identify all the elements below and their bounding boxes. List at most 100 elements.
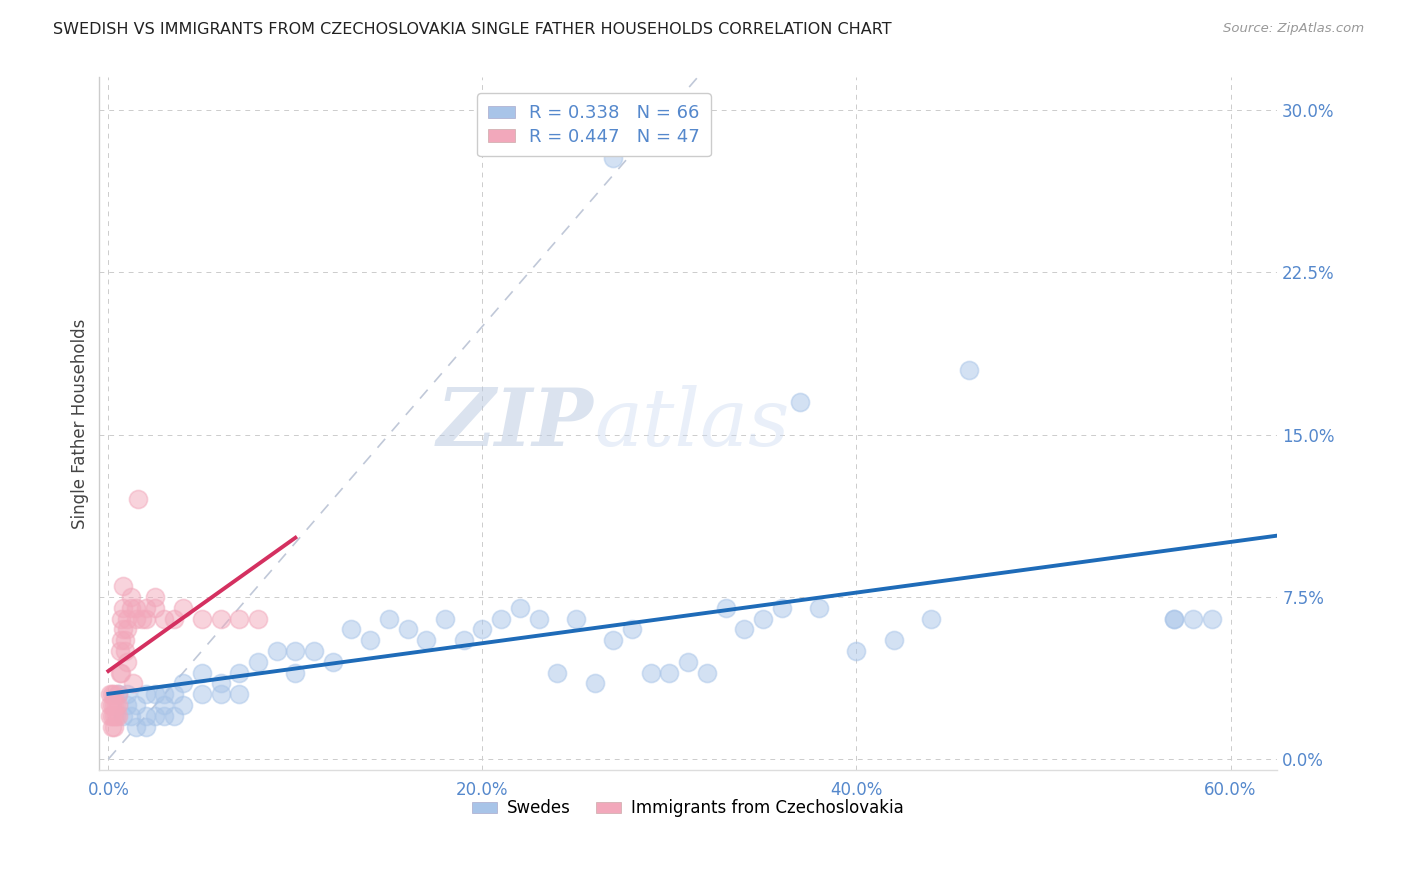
Point bbox=[135, 687, 157, 701]
Point bbox=[733, 623, 755, 637]
Point bbox=[135, 720, 157, 734]
Point bbox=[135, 709, 157, 723]
Point bbox=[98, 687, 121, 701]
Point bbox=[284, 665, 307, 680]
Point bbox=[163, 709, 186, 723]
Point bbox=[789, 395, 811, 409]
Point bbox=[489, 611, 512, 625]
Point bbox=[125, 698, 148, 712]
Point bbox=[98, 709, 121, 723]
Point bbox=[115, 687, 138, 701]
Point bbox=[112, 600, 135, 615]
Point bbox=[98, 698, 121, 712]
Point bbox=[115, 611, 138, 625]
Point bbox=[191, 687, 214, 701]
Point bbox=[125, 720, 148, 734]
Point bbox=[125, 600, 148, 615]
Point bbox=[112, 709, 135, 723]
Point bbox=[228, 687, 250, 701]
Point bbox=[752, 611, 775, 625]
Point bbox=[920, 611, 942, 625]
Point bbox=[101, 720, 124, 734]
Point bbox=[228, 611, 250, 625]
Point bbox=[583, 676, 606, 690]
Point bbox=[228, 665, 250, 680]
Point bbox=[266, 644, 288, 658]
Point bbox=[112, 579, 135, 593]
Point bbox=[883, 633, 905, 648]
Point bbox=[1201, 611, 1223, 625]
Point bbox=[714, 600, 737, 615]
Point bbox=[1163, 611, 1185, 625]
Point bbox=[107, 687, 129, 701]
Point bbox=[153, 709, 176, 723]
Text: atlas: atlas bbox=[593, 385, 789, 462]
Point bbox=[135, 611, 157, 625]
Point bbox=[302, 644, 325, 658]
Point bbox=[112, 623, 135, 637]
Point bbox=[110, 665, 132, 680]
Point bbox=[172, 698, 194, 712]
Point bbox=[127, 492, 149, 507]
Point bbox=[143, 687, 166, 701]
Point bbox=[107, 687, 129, 701]
Point bbox=[131, 611, 153, 625]
Point bbox=[957, 362, 980, 376]
Point bbox=[565, 611, 588, 625]
Point bbox=[125, 611, 148, 625]
Point bbox=[191, 611, 214, 625]
Text: Source: ZipAtlas.com: Source: ZipAtlas.com bbox=[1223, 22, 1364, 36]
Point bbox=[120, 590, 142, 604]
Point bbox=[640, 665, 662, 680]
Point bbox=[108, 644, 131, 658]
Point bbox=[104, 709, 127, 723]
Point bbox=[1182, 611, 1205, 625]
Point bbox=[527, 611, 550, 625]
Point bbox=[396, 623, 419, 637]
Legend: Swedes, Immigrants from Czechoslovakia: Swedes, Immigrants from Czechoslovakia bbox=[465, 793, 911, 824]
Point bbox=[602, 633, 624, 648]
Point bbox=[808, 600, 831, 615]
Point bbox=[246, 611, 269, 625]
Point bbox=[101, 698, 124, 712]
Point bbox=[104, 698, 127, 712]
Point bbox=[115, 698, 138, 712]
Point bbox=[108, 665, 131, 680]
Point bbox=[103, 709, 125, 723]
Point bbox=[209, 676, 232, 690]
Point bbox=[153, 611, 176, 625]
Point bbox=[284, 644, 307, 658]
Point bbox=[770, 600, 793, 615]
Point bbox=[209, 611, 232, 625]
Point bbox=[101, 709, 124, 723]
Y-axis label: Single Father Households: Single Father Households bbox=[72, 318, 89, 529]
Point bbox=[115, 623, 138, 637]
Point bbox=[433, 611, 456, 625]
Point bbox=[107, 709, 129, 723]
Point bbox=[172, 676, 194, 690]
Point bbox=[114, 644, 136, 658]
Point bbox=[509, 600, 531, 615]
Point bbox=[696, 665, 718, 680]
Point bbox=[143, 600, 166, 615]
Point bbox=[172, 600, 194, 615]
Point bbox=[114, 633, 136, 648]
Point bbox=[163, 687, 186, 701]
Point bbox=[209, 687, 232, 701]
Point bbox=[107, 698, 129, 712]
Point bbox=[322, 655, 344, 669]
Point bbox=[845, 644, 868, 658]
Point bbox=[120, 709, 142, 723]
Point bbox=[163, 611, 186, 625]
Point bbox=[143, 590, 166, 604]
Point bbox=[143, 709, 166, 723]
Point bbox=[110, 633, 132, 648]
Point bbox=[120, 600, 142, 615]
Point bbox=[453, 633, 475, 648]
Point bbox=[153, 687, 176, 701]
Point bbox=[135, 600, 157, 615]
Point bbox=[246, 655, 269, 669]
Point bbox=[676, 655, 699, 669]
Point bbox=[602, 151, 624, 165]
Point bbox=[658, 665, 681, 680]
